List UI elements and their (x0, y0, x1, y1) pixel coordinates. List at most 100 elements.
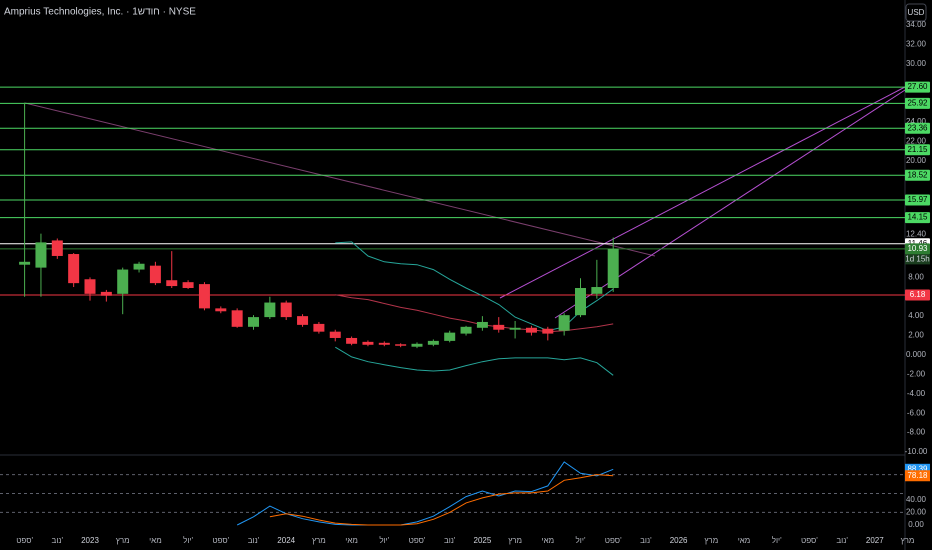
y-tick-label: -6.00 (907, 408, 926, 417)
candle-body (133, 263, 145, 270)
candle-body (215, 308, 227, 312)
band-line (335, 346, 614, 376)
currency-label[interactable]: USD (908, 8, 925, 17)
value-badge-label: 88.39 (907, 464, 928, 473)
x-tick-label: 2026 (670, 536, 688, 545)
price-badge (905, 289, 930, 301)
x-tick-label: נוב' (248, 536, 260, 545)
candle-body (51, 240, 63, 256)
x-tick-label: מרץ (901, 536, 915, 545)
candle-body (35, 242, 47, 268)
oscillator-line (269, 474, 614, 526)
price-badge-label: 18.52 (907, 170, 928, 179)
x-tick-label: ספט' (605, 536, 622, 545)
x-tick-label: 2027 (866, 536, 884, 545)
y-tick-label: 2.00 (908, 331, 924, 340)
candle-body (378, 342, 390, 345)
candle-body (280, 302, 292, 318)
y-tick-label: 0.000 (906, 350, 927, 359)
candle-body (166, 280, 178, 287)
candle-body (558, 315, 570, 331)
y-tick-label: 32.00 (906, 40, 927, 49)
y-tick-label: -10.00 (905, 447, 928, 456)
x-tick-label: ספט' (212, 536, 229, 545)
y-tick-label: -8.00 (907, 428, 926, 437)
price-badge (905, 243, 930, 255)
x-tick-label: מאי (541, 536, 554, 545)
price-badge-label: 21.15 (907, 145, 928, 154)
candle-body (362, 341, 374, 345)
price-badge-label: 27.60 (907, 82, 928, 91)
price-badge (905, 212, 930, 224)
price-badge-label: 11.46 (908, 239, 928, 248)
x-tick-label: ספט' (16, 536, 33, 545)
x-tick-label: נוב' (444, 536, 456, 545)
candle-body (313, 323, 325, 332)
price-badge-label: 14.15 (907, 213, 928, 222)
countdown: 1d 15h (905, 254, 929, 263)
y-tick-label: 20.00 (906, 156, 927, 165)
currency-button[interactable] (905, 3, 927, 22)
candle-body (346, 337, 358, 344)
y-tick-label: 4.00 (908, 311, 924, 320)
price-badge (905, 122, 930, 134)
y-tick-label: 30.00 (906, 59, 927, 68)
candle-body (329, 331, 341, 338)
channel-line (499, 86, 906, 299)
y-tick-label: 8.00 (908, 272, 924, 281)
candle-body (231, 310, 243, 327)
candle-body (100, 291, 112, 296)
candle-body (493, 324, 505, 330)
candle-body (476, 321, 488, 328)
y-tick-label: 24.00 (906, 117, 927, 126)
x-tick-label: מרץ (116, 536, 130, 545)
x-tick-label: נוב' (836, 536, 848, 545)
countdown-badge (905, 254, 930, 265)
candle-body (591, 287, 603, 294)
value-badge-label: 78.18 (907, 471, 928, 480)
chart-title: Amprius Technologies, Inc. · 1חודש · NYS… (4, 7, 196, 18)
price-badge-label: 6.18 (910, 290, 926, 299)
y-tick-label: 20.00 (906, 508, 927, 517)
price-badge (905, 81, 930, 93)
candle-body (248, 317, 259, 327)
x-tick-label: 2023 (81, 536, 99, 545)
candle-body (607, 248, 619, 288)
candle-body (149, 265, 161, 284)
price-badge (905, 97, 930, 109)
x-tick-label: יול' (183, 536, 193, 545)
x-tick-label: ספט' (801, 536, 818, 545)
candle-body (509, 327, 521, 330)
y-tick-label: -2.00 (907, 369, 926, 378)
candle-body (427, 340, 439, 345)
x-tick-label: 2024 (277, 536, 295, 545)
candle-body (198, 284, 210, 309)
x-tick-label: נוב' (52, 536, 64, 545)
price-badge-label: 10.93 (907, 244, 928, 253)
price-badge (905, 169, 930, 181)
x-tick-label: 2025 (474, 536, 492, 545)
price-badge-label: 25.92 (907, 99, 928, 108)
candle-body (411, 343, 423, 347)
y-tick-label: 34.00 (906, 20, 927, 29)
y-tick-label: 22.00 (906, 137, 927, 146)
candle-body (84, 279, 96, 294)
y-tick-label: -4.00 (907, 389, 926, 398)
x-tick-label: מרץ (312, 536, 326, 545)
y-tick-label: 0.00 (908, 520, 924, 529)
candle-body (542, 328, 554, 334)
x-tick-label: יול' (772, 536, 782, 545)
x-tick-label: מרץ (704, 536, 718, 545)
candle-body (117, 269, 129, 294)
x-tick-label: יול' (379, 536, 389, 545)
candle-body (297, 316, 309, 325)
value-badge (905, 463, 930, 475)
x-tick-label: יול' (576, 536, 586, 545)
candle-body (68, 254, 80, 284)
x-tick-label: מאי (738, 536, 751, 545)
x-tick-label: ספט' (409, 536, 426, 545)
candle-body (460, 326, 472, 334)
